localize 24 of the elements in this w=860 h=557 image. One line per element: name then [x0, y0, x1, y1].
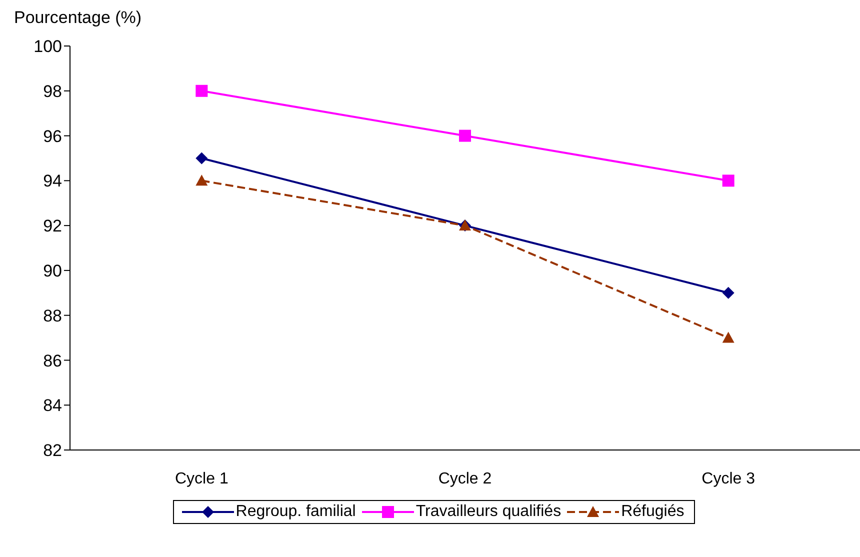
y-tick-label: 94	[43, 172, 62, 191]
legend-label: Réfugiés	[621, 503, 684, 521]
point	[196, 174, 208, 186]
point	[196, 84, 208, 97]
y-tick-label: 100	[34, 37, 62, 56]
x-tick-label: Cycle 2	[438, 470, 492, 488]
legend-label: Regroup. familial	[236, 503, 356, 521]
x-tick-label: Cycle 1	[174, 470, 228, 488]
point	[722, 286, 734, 299]
y-tick-label: 92	[43, 216, 62, 236]
legend-label: Travailleurs qualifiés	[416, 503, 562, 521]
y-tick-label: 86	[43, 351, 62, 370]
y-tick-label: 90	[43, 261, 62, 280]
point	[722, 332, 734, 343]
point	[722, 174, 734, 187]
y-axis-title: Pourcentage (%)	[14, 8, 143, 29]
y-tick-label: 96	[43, 126, 62, 146]
point	[459, 130, 471, 142]
x-tick-label: Cycle 3	[702, 470, 756, 488]
y-tick-label: 84	[43, 396, 62, 416]
y-tick-label: 82	[43, 441, 62, 460]
y-tick-label: 98	[43, 82, 62, 101]
y-tick-label: 88	[43, 306, 62, 326]
point	[196, 152, 208, 164]
